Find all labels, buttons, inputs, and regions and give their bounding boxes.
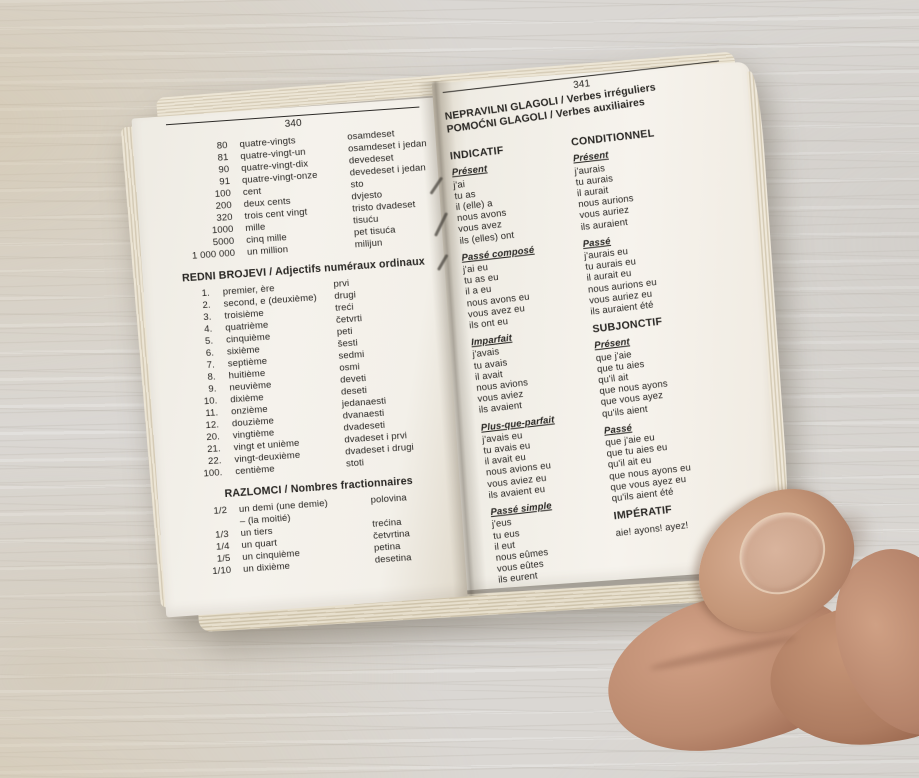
right-page-content: 341 NEPRAVILNI GLAGOLI / Verbes irréguli… [412, 51, 786, 595]
verb-forms: j'ai tu as il (elle) a nous avons vous a… [452, 178, 515, 247]
verb-forms: j'avais tu avais il avait nous avions vo… [472, 346, 529, 417]
conjugation-block: Présent j'ai tu as il (elle) a nous avon… [451, 154, 581, 247]
verb-forms: j'ai eu tu as eu il a eu nous avons eu v… [462, 261, 531, 332]
fraction-number: 1/10 [211, 564, 232, 578]
conjugation-block: Passé que j'aie eu que tu aies eu qu'il … [603, 408, 767, 505]
open-book: 340 80 quatre-vingts osamdeset 81 quatre… [120, 48, 807, 640]
verb-forms: j'eus tu eus il eut nous eûmes vous eûte… [491, 517, 549, 587]
ordinal-number: 100. [203, 467, 223, 480]
finger-crease [648, 632, 798, 674]
cardinal-numbers-table: 80 quatre-vingts osamdeset 81 quatre-vin… [167, 126, 429, 263]
fraction-number: 1/2 [213, 504, 228, 517]
fractions-table: 1/2 un demi (une demie) – (la moitié) po… [193, 490, 451, 580]
conjugation-block: Plus-que-parfait j'avais eu tu avais eu … [480, 409, 610, 502]
conjugation-block: Présent que j'aie que tu aies qu'il ait … [594, 323, 758, 420]
ordinal-numbers-table: 1. premier, ère prvi 2. second, e (deuxi… [178, 272, 445, 481]
tense-label: INDICATIF [449, 144, 505, 163]
left-page-content: 340 80 quatre-vingts osamdeset 81 quatre… [131, 98, 465, 582]
conjugation-block: Passé j'aurais eu tu aurais eu il aurait… [582, 221, 746, 318]
conjugation-block: Présent j'aurais tu aurais il aurait nou… [573, 136, 737, 233]
left-page: 340 80 quatre-vingts osamdeset 81 quatre… [131, 97, 468, 618]
conjugation-block: Passé composé j'ai eu tu as eu il a eu n… [461, 239, 591, 332]
conjugation-block: Imparfait j'avais tu avais il avait nous… [471, 324, 601, 417]
middle-finger [761, 590, 919, 758]
verb-forms: j'avais eu tu avais eu il avait eu nous … [481, 430, 552, 502]
conjugation-block: Passé simple j'eus tu eus il eut nous eû… [490, 494, 620, 587]
tense-label: SUBJONCTIF [591, 315, 663, 336]
right-page: 341 NEPRAVILNI GLAGOLI / Verbes irréguli… [431, 60, 792, 591]
tense-label: IMPÉRATIF [613, 503, 673, 523]
conjugation-columns: INDICATIF Présent j'ai tu as il (elle) a… [449, 113, 776, 592]
